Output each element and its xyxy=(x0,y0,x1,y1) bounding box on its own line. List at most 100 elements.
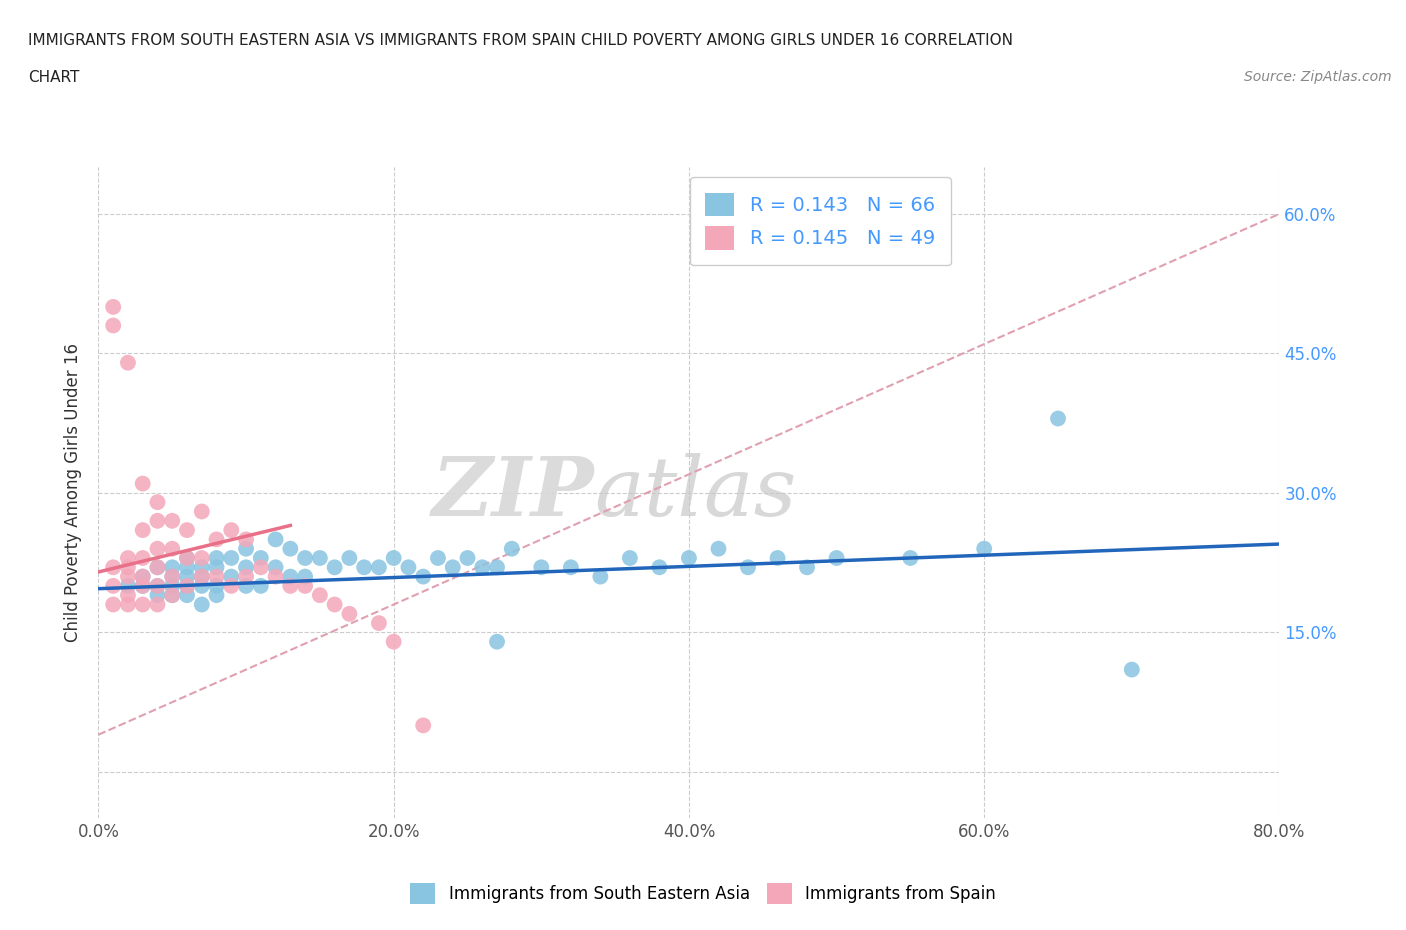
Point xyxy=(235,541,257,556)
Point xyxy=(146,541,169,556)
Point xyxy=(219,551,242,565)
Point xyxy=(219,578,242,593)
Point xyxy=(250,578,273,593)
Point xyxy=(264,532,287,547)
Point xyxy=(707,541,730,556)
Point xyxy=(162,513,183,528)
Point xyxy=(205,588,228,603)
Point xyxy=(1046,411,1069,426)
Point xyxy=(146,597,169,612)
Point xyxy=(146,560,169,575)
Point xyxy=(117,569,139,584)
Point xyxy=(294,551,316,565)
Point xyxy=(486,634,509,649)
Point xyxy=(900,551,922,565)
Point xyxy=(427,551,450,565)
Point xyxy=(132,569,155,584)
Point xyxy=(176,551,198,565)
Point xyxy=(176,551,198,565)
Point xyxy=(205,551,228,565)
Point xyxy=(132,578,155,593)
Point xyxy=(205,560,228,575)
Point xyxy=(396,560,419,575)
Point xyxy=(825,551,848,565)
Point xyxy=(353,560,375,575)
Point xyxy=(441,560,464,575)
Point xyxy=(412,569,434,584)
Point xyxy=(382,551,405,565)
Point xyxy=(162,578,183,593)
Text: Source: ZipAtlas.com: Source: ZipAtlas.com xyxy=(1244,70,1392,84)
Point xyxy=(368,560,391,575)
Point xyxy=(250,560,273,575)
Point xyxy=(678,551,700,565)
Point xyxy=(235,578,257,593)
Legend: Immigrants from South Eastern Asia, Immigrants from Spain: Immigrants from South Eastern Asia, Immi… xyxy=(396,870,1010,917)
Point xyxy=(191,597,214,612)
Point xyxy=(278,541,302,556)
Point xyxy=(162,588,183,603)
Point xyxy=(205,578,228,593)
Point xyxy=(117,588,139,603)
Point xyxy=(530,560,553,575)
Point xyxy=(339,606,360,621)
Point xyxy=(250,551,273,565)
Point xyxy=(501,541,523,556)
Point xyxy=(162,541,183,556)
Point xyxy=(146,560,169,575)
Point xyxy=(235,532,257,547)
Point xyxy=(103,560,125,575)
Point xyxy=(117,355,139,370)
Point xyxy=(176,588,198,603)
Point xyxy=(235,560,257,575)
Point xyxy=(235,569,257,584)
Point xyxy=(205,569,228,584)
Point xyxy=(117,560,139,575)
Point xyxy=(323,597,346,612)
Point xyxy=(162,569,183,584)
Point xyxy=(619,551,641,565)
Point xyxy=(103,578,125,593)
Text: atlas: atlas xyxy=(595,453,797,533)
Point xyxy=(294,569,316,584)
Point xyxy=(162,588,183,603)
Y-axis label: Child Poverty Among Girls Under 16: Child Poverty Among Girls Under 16 xyxy=(65,343,83,643)
Point xyxy=(309,588,332,603)
Point xyxy=(294,578,316,593)
Point xyxy=(323,560,346,575)
Point xyxy=(146,578,169,593)
Point xyxy=(219,523,242,538)
Point xyxy=(146,578,169,593)
Point xyxy=(973,541,995,556)
Point xyxy=(176,578,198,593)
Point xyxy=(486,560,509,575)
Point xyxy=(146,588,169,603)
Point xyxy=(103,299,125,314)
Point xyxy=(205,532,228,547)
Point xyxy=(191,578,214,593)
Point xyxy=(456,551,478,565)
Point xyxy=(368,616,391,631)
Point xyxy=(132,597,155,612)
Point xyxy=(132,551,155,565)
Point xyxy=(176,569,198,584)
Point xyxy=(191,560,214,575)
Point xyxy=(132,569,155,584)
Point xyxy=(191,551,214,565)
Point xyxy=(176,523,198,538)
Point xyxy=(162,569,183,584)
Point xyxy=(162,560,183,575)
Point xyxy=(278,578,302,593)
Point xyxy=(264,569,287,584)
Text: IMMIGRANTS FROM SOUTH EASTERN ASIA VS IMMIGRANTS FROM SPAIN CHILD POVERTY AMONG : IMMIGRANTS FROM SOUTH EASTERN ASIA VS IM… xyxy=(28,33,1014,47)
Point xyxy=(146,513,169,528)
Point xyxy=(737,560,759,575)
Point xyxy=(176,560,198,575)
Point xyxy=(264,560,287,575)
Point xyxy=(103,318,125,333)
Text: CHART: CHART xyxy=(28,70,80,85)
Point xyxy=(648,560,671,575)
Point xyxy=(132,476,155,491)
Point xyxy=(176,578,198,593)
Point xyxy=(146,495,169,510)
